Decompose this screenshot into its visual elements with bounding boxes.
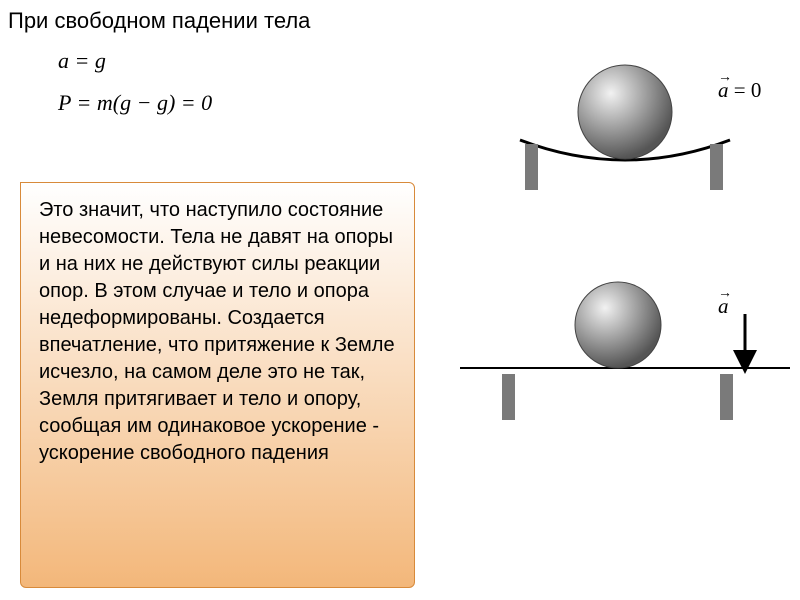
vector-label-a0: → a = 0 bbox=[718, 78, 761, 103]
vector-arrow-over-a-icon-2: → bbox=[718, 286, 730, 302]
equation-a-equals-g: a = g bbox=[58, 48, 106, 74]
sphere-top bbox=[578, 65, 672, 159]
vector-arrow-over-a-icon: → bbox=[718, 70, 730, 86]
support-leg-left bbox=[525, 144, 538, 190]
support-leg-right bbox=[710, 144, 723, 190]
vector-label-a: → a bbox=[718, 294, 729, 319]
sphere-bottom bbox=[575, 282, 661, 368]
explanation-callout: Это значит, что наступило состояние неве… bbox=[20, 182, 415, 588]
equation-weight-zero: P = m(g − g) = 0 bbox=[58, 90, 212, 116]
diagram-rest-a0: → a = 0 bbox=[480, 40, 790, 190]
support-leg-left-2 bbox=[502, 374, 515, 420]
diagram-freefall: → a bbox=[460, 270, 790, 420]
page-title: При свободном падении тела bbox=[8, 8, 310, 34]
vector-a-eq-zero: = 0 bbox=[729, 78, 762, 102]
callout-tab bbox=[20, 160, 42, 182]
support-leg-right-2 bbox=[720, 374, 733, 420]
